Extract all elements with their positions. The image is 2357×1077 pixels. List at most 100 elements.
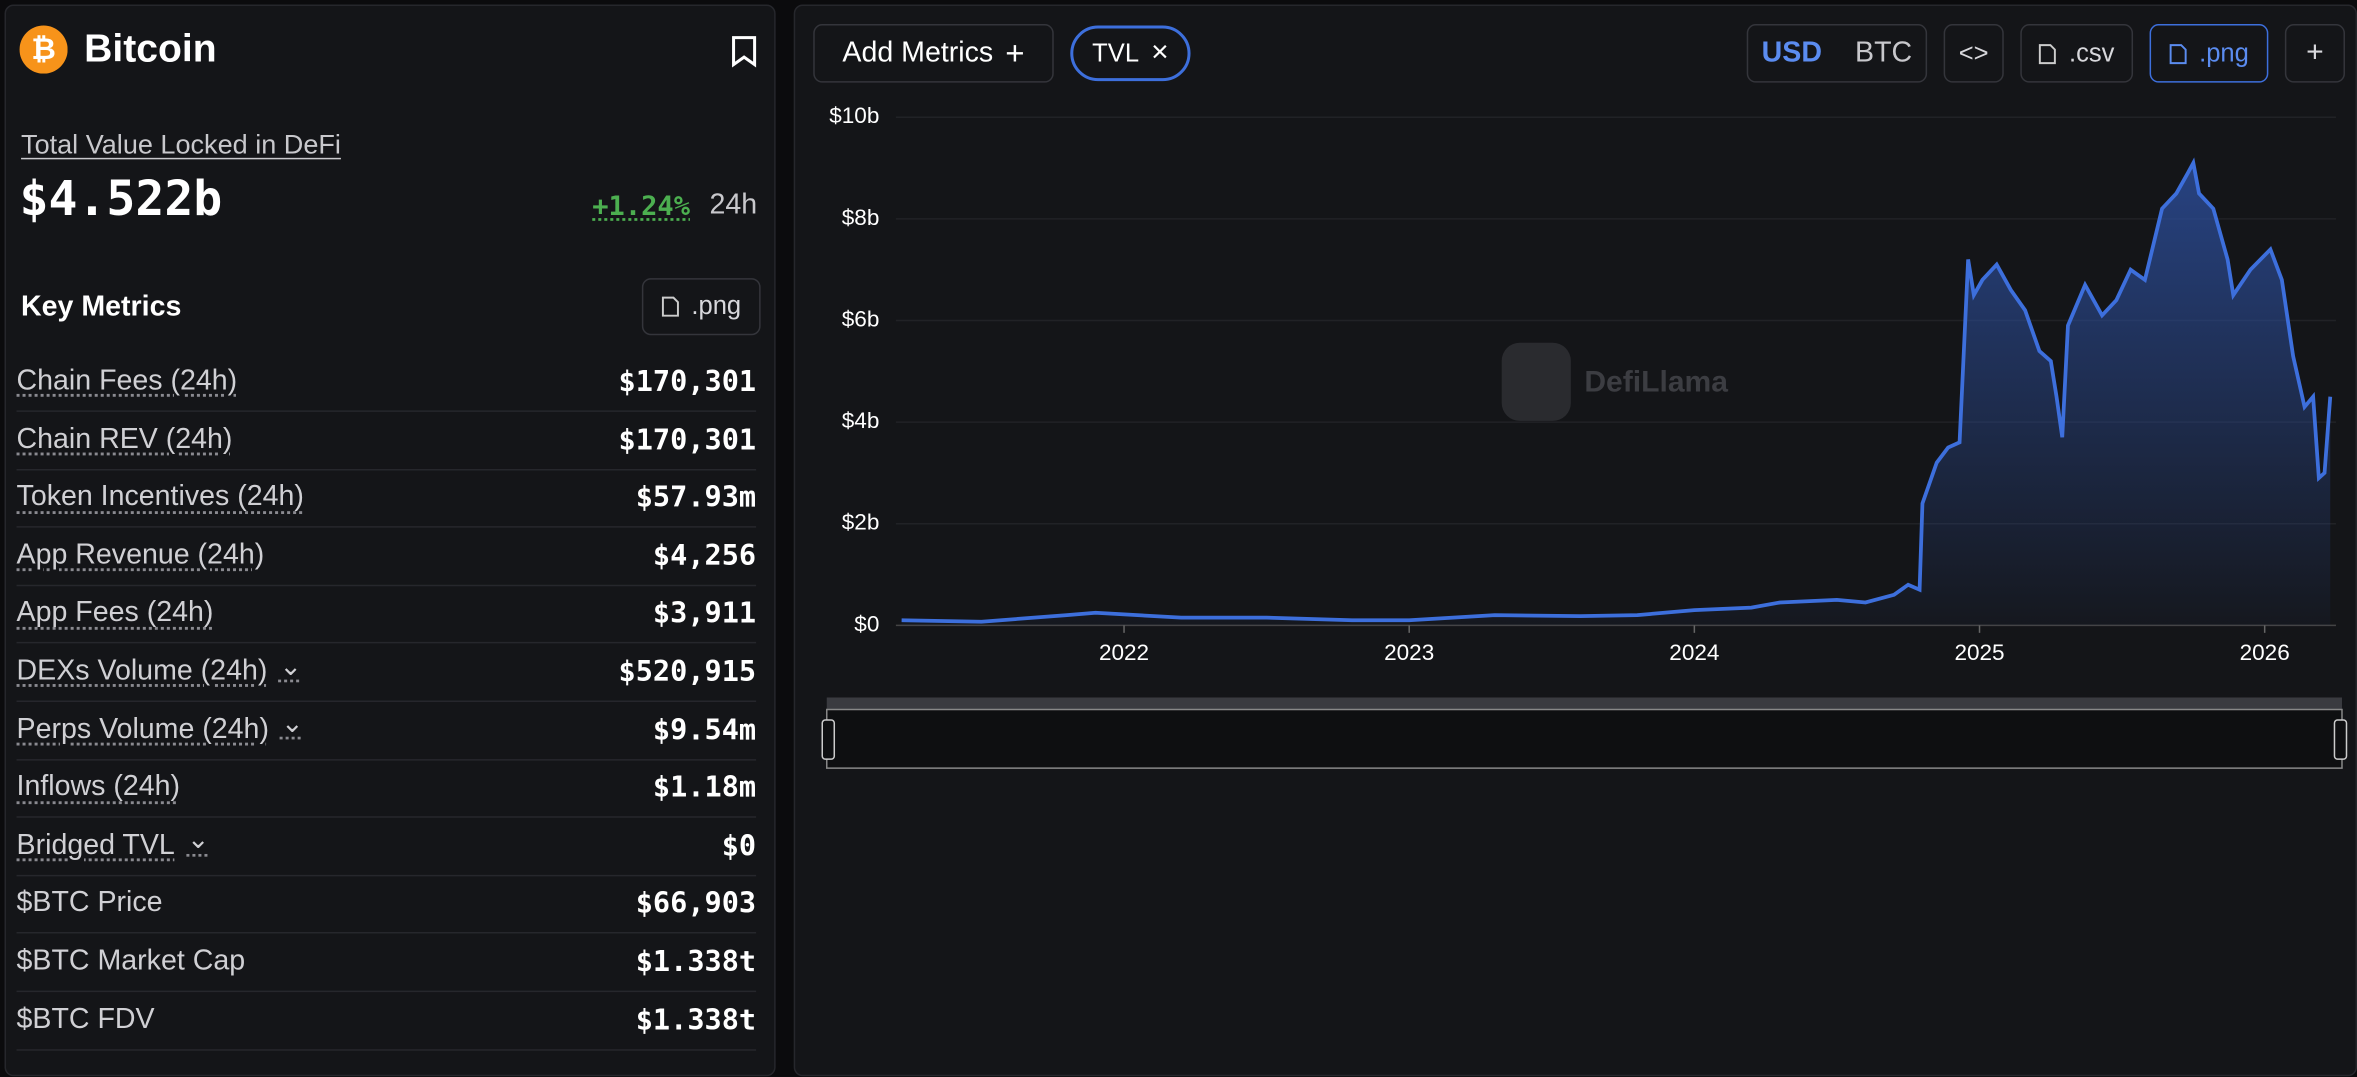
metric-label: $BTC Market Cap: [16, 945, 246, 978]
metric-label-group: Bridged TVL ⌄: [16, 824, 210, 862]
dropdown-icon[interactable]: ⌄: [280, 708, 304, 739]
metric-label-group: $BTC Market Cap: [17, 946, 246, 979]
metric-value: $66,903: [635, 887, 757, 921]
metric-label-group: Perps Volume (24h) ⌄: [16, 708, 304, 746]
tvl-label: Total Value Locked in DeFi: [21, 129, 341, 160]
y-tick-label: $10b: [829, 103, 879, 128]
metric-row: Inflows (24h) $1.18m: [16, 759, 757, 819]
metric-label-group: Token Incentives (24h): [17, 481, 304, 514]
asset-title: Bitcoin: [84, 25, 217, 71]
metric-label: Token Incentives (24h): [16, 481, 304, 513]
info-panel: [4, 4, 776, 1077]
metric-label-group: App Revenue (24h): [17, 539, 265, 572]
range-slider[interactable]: [826, 708, 2343, 769]
metric-label-group: Chain Fees (24h): [17, 365, 238, 398]
metric-row: $BTC Price $66,903: [16, 875, 757, 935]
tvl-chip-label: TVL: [1092, 38, 1140, 67]
tvl-area: [901, 162, 2331, 626]
metric-label-group: Inflows (24h): [17, 771, 181, 804]
bitcoin-logo: ₿: [19, 25, 68, 74]
close-icon: ×: [1151, 36, 1169, 70]
range-handle[interactable]: [2333, 719, 2348, 760]
currency-toggle: USD BTC: [1746, 24, 1928, 83]
metric-row: Chain Fees (24h) $170,301: [16, 353, 757, 412]
metric-label-group: App Fees (24h): [17, 597, 214, 630]
add-metrics-label: Add Metrics: [842, 36, 994, 69]
dropdown-icon[interactable]: ⌄: [186, 824, 210, 855]
metric-label: Chain Fees (24h): [16, 365, 238, 397]
dropdown-icon[interactable]: ⌄: [279, 650, 303, 681]
metric-row: Bridged TVL ⌄ $0: [16, 817, 757, 877]
metric-value: $170,301: [618, 423, 757, 457]
metric-label-group: $BTC Price: [17, 887, 163, 920]
x-tick-label: 2026: [2240, 640, 2290, 665]
metric-value: $4,256: [652, 539, 757, 573]
metric-label-group: DEXs Volume (24h) ⌄: [16, 650, 303, 688]
x-tick-label: 2022: [1099, 640, 1149, 665]
metric-label: Bridged TVL: [16, 829, 175, 862]
bookmark-button[interactable]: [731, 35, 758, 68]
embed-button[interactable]: <>: [1943, 24, 2004, 83]
metric-label: $BTC FDV: [16, 1003, 155, 1036]
metric-value: $1.18m: [652, 771, 757, 805]
metric-label: App Revenue (24h): [16, 539, 265, 571]
range-handle[interactable]: [821, 719, 836, 760]
range-slider-track[interactable]: [826, 697, 2342, 710]
y-tick-label: $4b: [842, 408, 880, 433]
png-export-label: .png: [691, 291, 742, 321]
metric-row: Token Incentives (24h) $57.93m: [16, 469, 757, 528]
png-button[interactable]: .png: [2149, 24, 2269, 83]
metric-label-group: $BTC FDV: [17, 1004, 155, 1037]
metric-label: Perps Volume (24h): [16, 713, 269, 745]
metric-value: $3,911: [652, 597, 757, 631]
metric-label: Chain REV (24h): [16, 423, 233, 455]
metric-value: $520,915: [618, 655, 757, 689]
png-label: .png: [2199, 38, 2249, 67]
metric-label: App Fees (24h): [16, 597, 214, 629]
csv-button[interactable]: .csv: [2020, 24, 2134, 83]
svg-text:₿: ₿: [31, 33, 55, 66]
metric-label-group: Chain REV (24h): [17, 423, 233, 456]
metric-value: $9.54m: [652, 713, 757, 747]
x-tick-label: 2024: [1669, 640, 1719, 665]
metric-row: DEXs Volume (24h) ⌄ $520,915: [16, 643, 757, 702]
metric-value: $0: [721, 829, 757, 863]
metric-value: $1.338t: [635, 945, 757, 979]
tvl-line: [901, 157, 2333, 624]
metric-value: $1.338t: [635, 1003, 757, 1037]
x-tick-label: 2023: [1384, 640, 1434, 665]
key-metrics-title: Key Metrics: [21, 291, 182, 324]
metric-value: $57.93m: [635, 481, 757, 515]
x-tick-label: 2025: [1954, 640, 2004, 665]
tvl-value: $4.522b: [19, 169, 223, 227]
file-icon: [661, 296, 679, 317]
tvl-chip[interactable]: TVL ×: [1070, 25, 1191, 82]
y-tick-label: $0: [854, 611, 879, 636]
currency-option[interactable]: USD: [1761, 36, 1822, 69]
metric-row: $BTC Market Cap $1.338t: [16, 933, 757, 993]
watermark-logo: [1501, 342, 1571, 421]
metric-label: $BTC Price: [16, 887, 163, 920]
file-icon: [2039, 43, 2057, 64]
csv-label: .csv: [2068, 38, 2115, 67]
currency-option[interactable]: BTC: [1855, 36, 1913, 69]
y-tick-label: $6b: [842, 306, 880, 331]
metric-row: App Revenue (24h) $4,256: [16, 527, 757, 586]
add-metrics-button[interactable]: Add Metrics +: [813, 24, 1054, 83]
tvl-change: +1.24%: [592, 190, 691, 223]
metric-label: Inflows (24h): [16, 771, 181, 803]
y-tick-label: $8b: [842, 205, 880, 230]
more-button[interactable]: +: [2284, 24, 2345, 83]
file-icon: [2169, 43, 2187, 64]
png-export-button[interactable]: .png: [641, 278, 761, 336]
metric-row: $BTC FDV $1.338t: [16, 992, 757, 1051]
metric-label: DEXs Volume (24h): [16, 655, 268, 687]
metric-value: $170,301: [618, 365, 757, 399]
y-tick-label: $2b: [842, 510, 880, 535]
metric-row: App Fees (24h) $3,911: [16, 585, 757, 644]
plus-icon: +: [1005, 33, 1025, 72]
metric-row: Chain REV (24h) $170,301: [16, 411, 757, 470]
